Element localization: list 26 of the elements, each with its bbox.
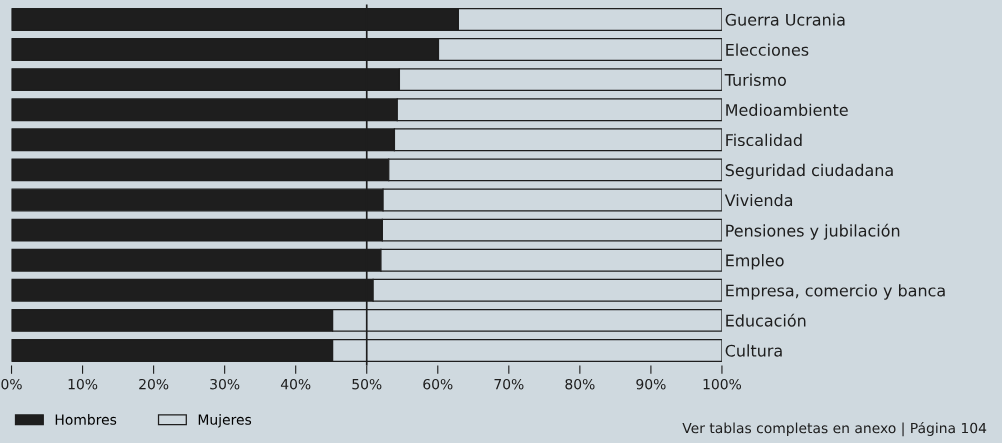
legend-label: Mujeres: [198, 414, 252, 428]
y-tick-label: Educación: [726, 313, 806, 327]
x-tick-label: 40%: [280, 378, 311, 390]
x-tick-label: 30%: [210, 378, 240, 390]
x-tick-label: 10%: [68, 378, 98, 390]
x-tick-label: 80%: [565, 378, 595, 390]
x-tick-label: 0%: [1, 378, 22, 390]
y-tick-label: Empresa, comercio y banca: [726, 284, 945, 300]
y-tick-label: Turismo: [724, 73, 786, 86]
x-tick-label: 70%: [494, 378, 524, 390]
x-tick-label: 60%: [423, 378, 453, 390]
y-tick-label: Cultura: [725, 344, 782, 357]
y-tick-label: Fiscalidad: [726, 133, 802, 147]
x-tick-label: 100%: [703, 378, 742, 390]
y-tick-label: Medioambiente: [726, 103, 848, 117]
text: Ver tablas completas en anexo | Página 104: [682, 421, 987, 437]
x-tick-label: 50%: [352, 378, 382, 390]
y-tick-label: Empleo: [726, 254, 784, 270]
y-tick-label: Vivienda: [724, 193, 793, 207]
y-tick-label: Elecciones: [726, 43, 809, 56]
y-tick-label: Seguridad ciudadana: [725, 163, 893, 180]
x-tick-label: 90%: [636, 378, 666, 390]
legend-label: Hombres: [55, 414, 117, 425]
y-tick-label: Pensiones y jubilación: [726, 223, 900, 240]
x-tick-label: 20%: [139, 378, 169, 390]
y-tick-label: Guerra Ucrania: [725, 13, 845, 26]
